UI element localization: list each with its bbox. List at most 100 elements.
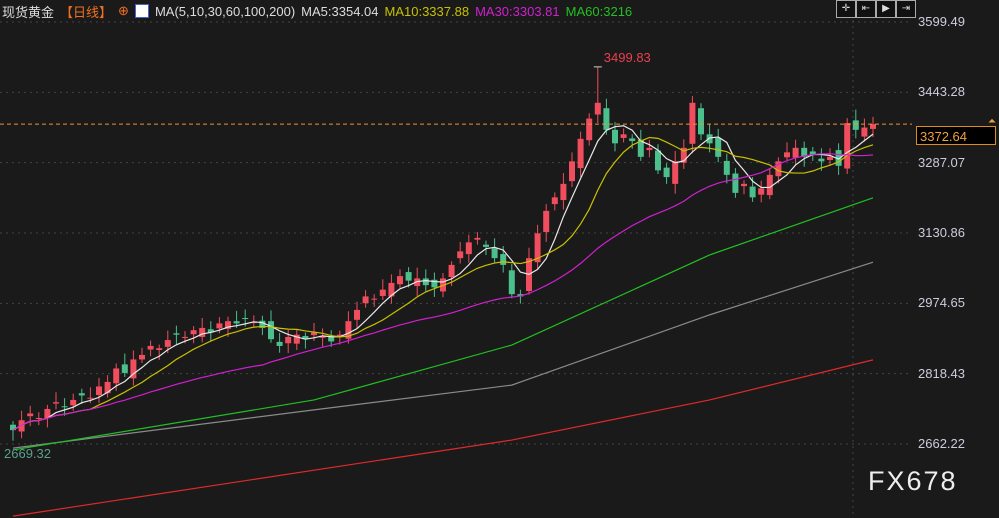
candle-body	[663, 167, 670, 178]
candle-body	[784, 152, 790, 158]
candle-body	[543, 210, 550, 233]
candle-body	[861, 127, 868, 137]
y-tick-label: 2662.22	[918, 435, 965, 451]
candle-body	[414, 278, 421, 287]
candle-body	[397, 276, 403, 285]
candle-body	[569, 161, 575, 182]
candle-body	[10, 424, 16, 431]
candle-body	[319, 336, 326, 338]
candle-body	[517, 294, 524, 297]
ma5-value: MA5:3354.04	[301, 3, 379, 19]
candle-body	[594, 102, 601, 115]
candle-body	[53, 402, 59, 404]
watermark: FX678	[868, 466, 958, 496]
candle-body	[844, 123, 851, 169]
candle-body	[173, 333, 180, 335]
candle-body	[233, 321, 240, 324]
crosshair-circle-icon[interactable]: ⊕	[118, 3, 129, 18]
candle-body	[500, 254, 507, 265]
candle-body	[620, 134, 627, 138]
candle-body	[259, 320, 266, 328]
candle-body	[242, 318, 249, 320]
candle-body	[164, 340, 171, 347]
candle-body	[637, 139, 644, 157]
y-tick-label: 3130.86	[918, 224, 965, 240]
candle-body	[379, 289, 386, 296]
candle-body	[689, 102, 696, 144]
candle-body	[345, 321, 352, 339]
candle-body	[646, 147, 653, 151]
play-range-icon[interactable]: ▶	[876, 0, 896, 18]
candle-body	[139, 354, 145, 360]
candle-body	[560, 183, 567, 201]
zoom-in-range-icon[interactable]: ⇤	[856, 0, 876, 18]
candle-body	[78, 393, 85, 396]
candle-body	[147, 345, 154, 350]
candle-body	[362, 296, 369, 304]
candle-body	[680, 147, 687, 163]
indicator-chart-icon[interactable]	[134, 4, 149, 18]
candle-body	[422, 278, 429, 286]
candle-body	[474, 237, 481, 240]
y-tick-label: 2974.65	[918, 295, 965, 311]
candle-body	[354, 309, 360, 320]
candle-body	[216, 323, 223, 329]
candle-body	[534, 233, 541, 263]
candle-body	[723, 160, 730, 175]
candle-body	[551, 197, 558, 205]
candle-body	[758, 188, 765, 195]
candle-body	[27, 413, 34, 417]
candle-body	[431, 279, 438, 288]
candle-body	[207, 329, 214, 333]
candle-body	[293, 334, 300, 344]
ma60-line	[12, 197, 874, 451]
high-price-label: 3499.83	[604, 50, 651, 65]
candle-body	[732, 173, 739, 193]
indicator-label[interactable]: MA(5,10,30,60,100,200)	[154, 3, 296, 19]
candle-body	[44, 408, 51, 418]
candle-body	[104, 381, 111, 394]
candle-body	[612, 129, 618, 144]
candle-body	[818, 158, 825, 162]
candle-body	[199, 327, 206, 337]
candle-body	[448, 264, 455, 278]
candle-body	[870, 124, 876, 129]
candle-body	[70, 399, 77, 406]
candle-body	[491, 248, 498, 259]
low-price-label: 2669.32	[4, 446, 51, 461]
ma200-line	[12, 359, 874, 517]
candle-body	[741, 183, 747, 187]
candle-body	[698, 108, 704, 135]
candle-body	[285, 336, 292, 344]
ma10-value: MA10:3337.88	[384, 3, 470, 19]
period-label[interactable]: 【日线】	[60, 4, 113, 20]
candle-body	[672, 161, 679, 184]
candle-body	[852, 120, 859, 130]
candle-body	[61, 406, 68, 408]
candle-body	[775, 161, 782, 177]
crosshair-icon[interactable]: ✛	[836, 0, 856, 18]
shift-right-icon[interactable]: ⇥	[896, 0, 916, 18]
scroll-up-arrow-icon[interactable]: ⏶	[988, 116, 996, 127]
candle-body	[508, 270, 515, 295]
y-tick-label: 3599.49	[918, 14, 965, 29]
chart-header: 现货黄金 【日线】 ⊕ MA(5,10,30,60,100,200) MA5:3…	[2, 1, 632, 21]
candle-body	[766, 174, 773, 196]
candle-body	[96, 386, 102, 396]
candle-body	[577, 138, 584, 169]
candle-body	[113, 368, 120, 384]
instrument-name: 现货黄金	[2, 4, 55, 20]
ma5-line	[12, 125, 874, 431]
candle-body	[328, 336, 335, 342]
candle-body	[225, 321, 231, 329]
candle-body	[809, 151, 816, 155]
candle-body	[405, 272, 412, 281]
ma10-line	[12, 136, 874, 431]
candle-body	[311, 332, 317, 336]
y-tick-label: 3287.07	[918, 154, 965, 170]
candle-body	[715, 137, 722, 157]
candle-body	[268, 321, 274, 340]
ma60-value: MA60:3216	[565, 3, 633, 19]
